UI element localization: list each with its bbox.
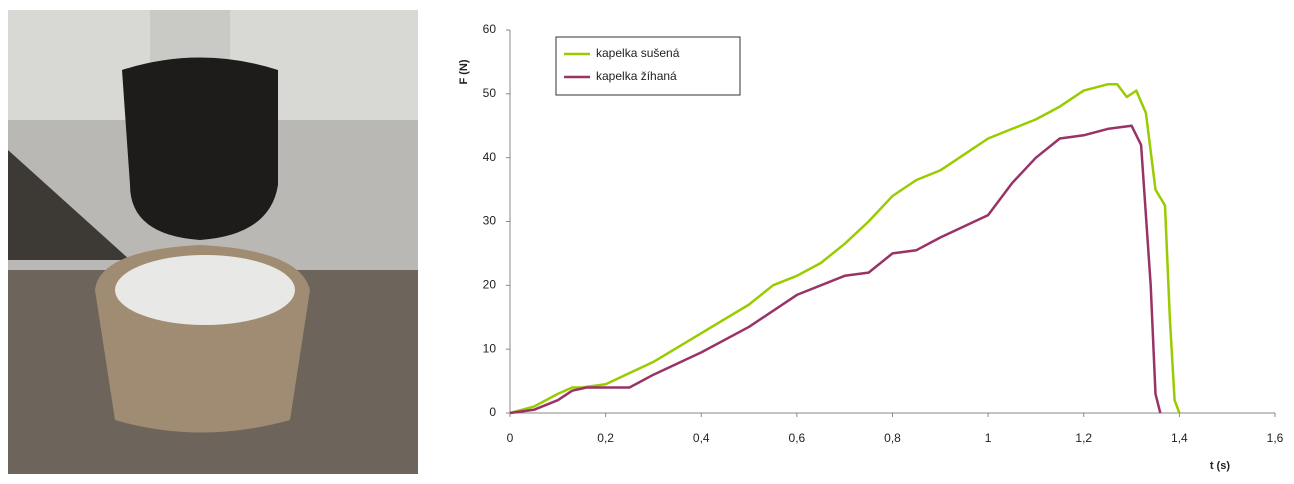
chart: F (N) t (s) 0 10 20 30 40 50 60 0 0,2 0,4 0,6 0,8 1 1… xyxy=(420,0,1294,484)
y-tick-label: 60 xyxy=(483,22,497,36)
x-tick-label: 0 xyxy=(507,431,514,445)
legend-label: kapelka sušená xyxy=(596,46,680,60)
series-line xyxy=(510,126,1160,413)
x-tick-label: 0,8 xyxy=(884,431,901,445)
series-line xyxy=(510,84,1179,413)
y-tick-label: 20 xyxy=(483,278,497,292)
x-tick-label: 0,6 xyxy=(789,431,806,445)
legend: kapelka sušená kapelka žíhaná xyxy=(556,37,740,95)
y-axis-label: F (N) xyxy=(458,59,470,84)
y-tick-label: 10 xyxy=(483,341,497,355)
page: F (N) t (s) 0 10 20 30 40 50 60 0 0,2 0,4 0,6 0,8 1 1… xyxy=(0,0,1294,484)
y-tick-label: 50 xyxy=(483,86,497,100)
legend-label: kapelka žíhaná xyxy=(596,69,677,83)
x-tick-label: 1 xyxy=(985,431,992,445)
photo xyxy=(0,0,420,484)
x-axis-label: t (s) xyxy=(1210,460,1231,472)
y-tick-label: 0 xyxy=(489,405,496,419)
x-tick-label: 1,2 xyxy=(1075,431,1092,445)
x-tick-label: 1,4 xyxy=(1171,431,1188,445)
x-tick-label: 0,4 xyxy=(693,431,710,445)
y-tick-label: 30 xyxy=(483,214,497,228)
holder xyxy=(122,58,278,241)
crucible-top xyxy=(115,255,295,325)
x-tick-label: 1,6 xyxy=(1267,431,1284,445)
y-tick-label: 40 xyxy=(483,150,497,164)
x-tick-label: 0,2 xyxy=(597,431,614,445)
